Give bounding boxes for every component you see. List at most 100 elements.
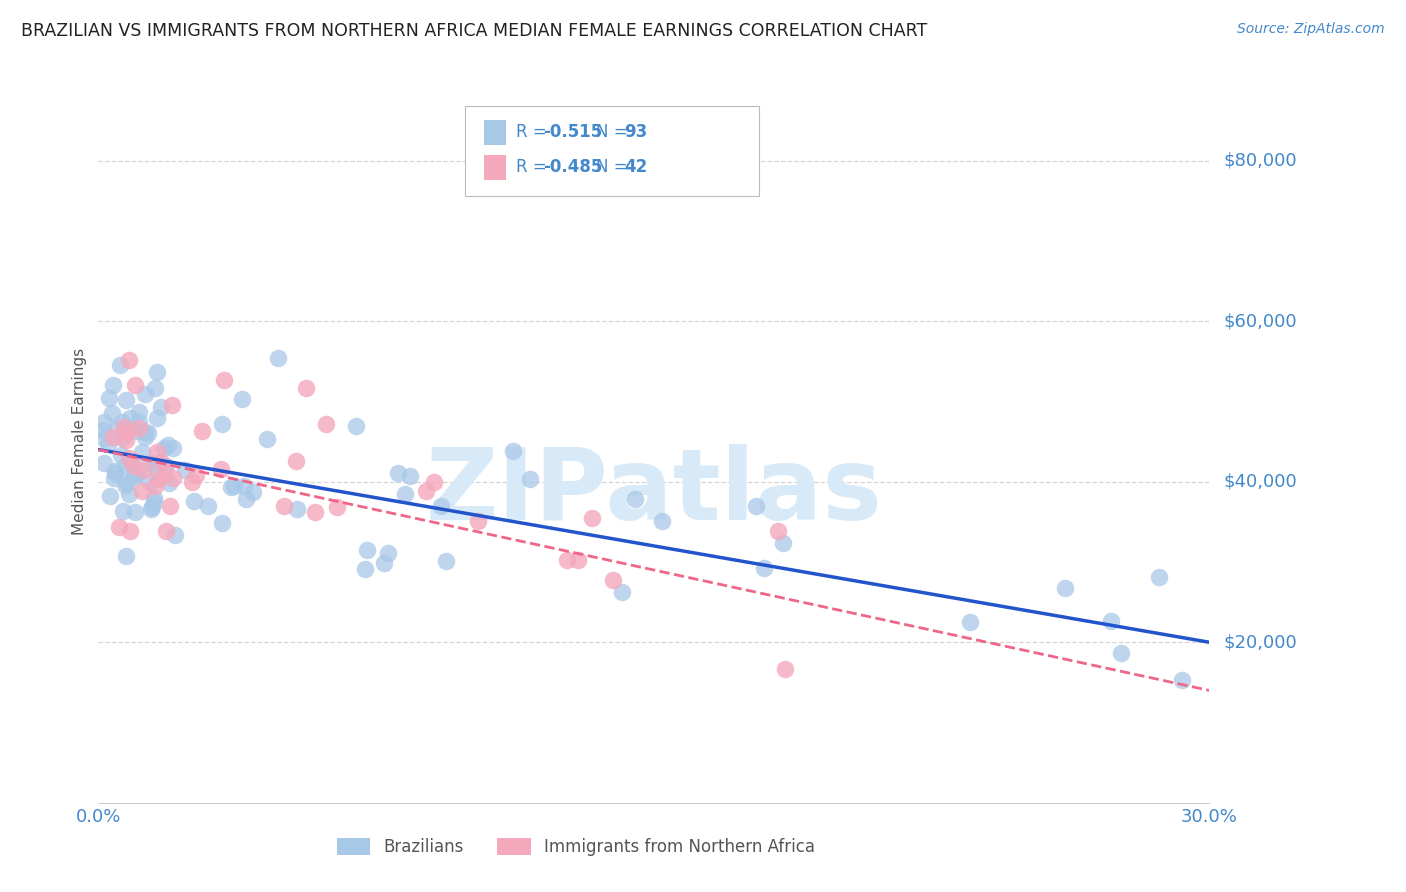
Text: $60,000: $60,000: [1223, 312, 1296, 330]
Point: [436, 554, 458, 568]
Point: [153, 467, 176, 481]
Point: [108, 520, 131, 534]
Point: [423, 475, 446, 490]
Point: [114, 549, 136, 563]
Point: [131, 483, 153, 498]
Point: [959, 615, 981, 629]
Point: [131, 444, 153, 458]
Point: [1147, 570, 1170, 584]
Point: [118, 353, 141, 368]
Point: [772, 536, 794, 550]
Point: [139, 501, 162, 516]
Point: [115, 434, 138, 448]
Point: [111, 415, 134, 429]
Point: [1099, 614, 1122, 628]
Point: [93, 415, 115, 429]
Point: [117, 487, 139, 501]
Point: [377, 546, 399, 560]
Point: [141, 500, 163, 515]
Point: [233, 479, 256, 493]
Point: [387, 467, 409, 481]
Point: [304, 506, 326, 520]
Point: [235, 491, 257, 506]
Point: [134, 425, 156, 440]
Point: [242, 485, 264, 500]
Point: [118, 451, 141, 466]
Bar: [484, 120, 506, 145]
Point: [143, 479, 166, 493]
Text: -0.485: -0.485: [543, 158, 602, 176]
Point: [143, 458, 166, 473]
Point: [149, 400, 172, 414]
Point: [93, 456, 115, 470]
Point: [127, 466, 149, 480]
Point: [284, 454, 307, 468]
Point: [181, 475, 204, 489]
Point: [273, 499, 295, 513]
Point: [112, 419, 135, 434]
Point: [752, 561, 775, 575]
Text: R =: R =: [516, 123, 553, 141]
Point: [231, 392, 253, 407]
Point: [111, 504, 134, 518]
Point: [104, 466, 127, 480]
Point: [186, 468, 208, 483]
Text: -0.515: -0.515: [543, 123, 602, 141]
Point: [143, 381, 166, 395]
Point: [315, 417, 337, 431]
Point: [103, 377, 125, 392]
Point: [222, 479, 245, 493]
Point: [98, 490, 121, 504]
Text: N =: N =: [596, 158, 633, 176]
Point: [120, 410, 142, 425]
Point: [1053, 581, 1076, 595]
Point: [519, 472, 541, 486]
Point: [110, 448, 132, 462]
Point: [105, 422, 128, 436]
Point: [651, 514, 673, 528]
Point: [108, 358, 131, 372]
Point: [555, 552, 578, 566]
Point: [429, 500, 451, 514]
Point: [124, 505, 146, 519]
Point: [155, 524, 177, 539]
Point: [156, 438, 179, 452]
Point: [502, 444, 524, 458]
Point: [398, 469, 420, 483]
Point: [104, 464, 127, 478]
Text: $40,000: $40,000: [1223, 473, 1296, 491]
Point: [125, 424, 148, 438]
Point: [120, 456, 142, 470]
Point: [354, 562, 377, 576]
Point: [394, 487, 416, 501]
Text: 42: 42: [624, 158, 647, 176]
Point: [612, 585, 634, 599]
Point: [114, 458, 136, 473]
Point: [602, 573, 624, 587]
Point: [211, 516, 233, 530]
Point: [146, 365, 169, 379]
Text: BRAZILIAN VS IMMIGRANTS FROM NORTHERN AFRICA MEDIAN FEMALE EARNINGS CORRELATION : BRAZILIAN VS IMMIGRANTS FROM NORTHERN AF…: [21, 22, 928, 40]
Point: [159, 500, 181, 514]
Point: [162, 471, 184, 485]
Point: [101, 406, 124, 420]
Point: [415, 483, 437, 498]
Point: [139, 475, 162, 489]
Point: [98, 392, 121, 406]
Point: [134, 430, 156, 444]
Point: [115, 425, 138, 439]
Point: [103, 471, 125, 485]
Point: [219, 479, 242, 493]
Point: [134, 387, 156, 401]
Legend: Brazilians, Immigrants from Northern Africa: Brazilians, Immigrants from Northern Afr…: [330, 831, 821, 863]
Text: R =: R =: [516, 158, 553, 176]
Text: 93: 93: [624, 123, 647, 141]
Point: [120, 524, 142, 538]
Text: N =: N =: [596, 123, 633, 141]
Point: [143, 491, 166, 505]
Point: [155, 459, 177, 474]
Point: [256, 432, 278, 446]
Point: [267, 351, 290, 365]
Point: [145, 410, 167, 425]
Point: [163, 528, 186, 542]
